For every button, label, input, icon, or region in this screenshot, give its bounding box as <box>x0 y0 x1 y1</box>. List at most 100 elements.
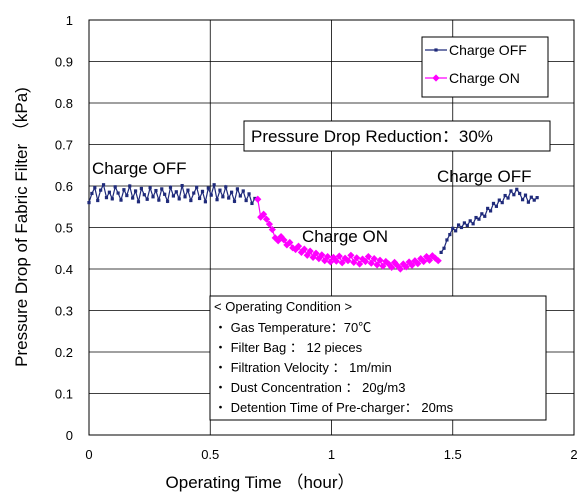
data-point <box>526 200 531 204</box>
plot-frame <box>88 19 575 436</box>
data-point <box>177 197 181 201</box>
data-point <box>515 187 519 191</box>
y-tick-label: 1 <box>66 13 73 28</box>
data-point <box>235 187 240 191</box>
condition-item: ・ Detention Time of Pre-charger： 20ms <box>214 400 454 415</box>
data-point <box>321 257 329 265</box>
data-point <box>373 261 381 269</box>
data-point <box>390 258 399 266</box>
data-point <box>157 198 161 202</box>
y-tick-label: 0.2 <box>55 345 73 360</box>
data-point <box>471 222 475 226</box>
data-point <box>229 190 234 194</box>
data-point <box>497 198 501 202</box>
data-point <box>262 215 271 223</box>
data-point <box>247 192 251 196</box>
data-point <box>104 196 109 200</box>
data-point <box>448 232 452 237</box>
data-point <box>494 204 498 208</box>
data-point <box>358 255 367 263</box>
data-point <box>165 199 170 203</box>
data-point <box>253 196 257 201</box>
data-point <box>474 215 478 220</box>
data-point <box>192 191 196 195</box>
data-point <box>99 188 103 192</box>
data-point <box>399 260 407 268</box>
data-point <box>512 193 516 197</box>
x-tick-label: 1.5 <box>444 447 462 462</box>
data-point <box>133 189 138 193</box>
data-point <box>116 191 120 195</box>
data-point <box>503 193 507 198</box>
data-point <box>324 252 332 261</box>
data-point <box>183 195 187 199</box>
data-point <box>462 221 466 225</box>
data-point <box>442 246 446 250</box>
data-point <box>110 197 114 201</box>
legend-marker <box>432 74 440 82</box>
data-point <box>274 237 282 245</box>
y-tick-label: 0.4 <box>55 262 73 277</box>
series-1 <box>87 183 257 206</box>
data-point <box>171 194 175 198</box>
series-2 <box>254 195 442 273</box>
operating-condition-box: < Operating Condition > ・ Gas Temperatur… <box>209 295 547 421</box>
data-point <box>101 183 106 187</box>
data-point <box>200 189 205 193</box>
data-point <box>168 185 173 189</box>
x-tick-label: 0 <box>85 447 92 462</box>
data-point <box>465 223 469 228</box>
data-point <box>477 217 481 221</box>
data-point <box>486 206 490 211</box>
data-point <box>364 252 372 261</box>
data-point <box>271 234 279 242</box>
data-point <box>221 195 225 199</box>
legend-item: Charge ON <box>425 70 520 86</box>
data-point <box>119 198 123 202</box>
data-point <box>483 214 487 218</box>
data-point <box>518 191 522 196</box>
data-point <box>370 255 378 263</box>
legend-marker <box>434 48 438 52</box>
data-point <box>300 245 308 253</box>
data-point <box>215 198 219 202</box>
data-point <box>396 265 404 273</box>
data-point <box>260 210 268 218</box>
data-point <box>306 247 314 255</box>
condition-items: ・ Gas Temperature：70℃ ・ Filter Bag ： 12 p… <box>214 320 454 415</box>
data-point <box>250 201 254 206</box>
annotation-charge-off-left: Charge OFF <box>92 159 186 178</box>
reduction-box: Pressure Drop Reduction：30% <box>243 120 551 152</box>
data-point <box>385 260 393 268</box>
data-point <box>326 258 335 266</box>
data-point <box>520 198 525 202</box>
data-point <box>107 190 111 194</box>
series-line <box>88 183 256 205</box>
data-point <box>139 186 143 191</box>
data-point <box>96 198 100 203</box>
data-point <box>154 188 158 193</box>
data-point <box>238 194 242 198</box>
data-point <box>241 189 245 193</box>
condition-title: < Operating Condition > <box>214 299 352 314</box>
data-point <box>344 257 352 265</box>
x-tick-label: 2 <box>570 447 577 462</box>
data-point <box>361 257 370 266</box>
annotation-charge-on: Charge ON <box>302 227 388 246</box>
data-point <box>379 262 387 270</box>
data-point <box>425 256 434 264</box>
data-point <box>180 183 184 188</box>
annotation-charge-off-right: Charge OFF <box>437 167 531 186</box>
data-point <box>197 196 202 201</box>
y-tick-label: 0.9 <box>55 55 73 70</box>
data-point <box>356 260 364 268</box>
data-point <box>388 263 396 271</box>
data-point <box>350 258 358 266</box>
data-point <box>145 197 149 201</box>
data-point <box>186 188 190 192</box>
data-point <box>206 186 210 190</box>
data-point <box>367 259 375 267</box>
data-point <box>268 225 276 234</box>
data-point <box>244 198 248 203</box>
